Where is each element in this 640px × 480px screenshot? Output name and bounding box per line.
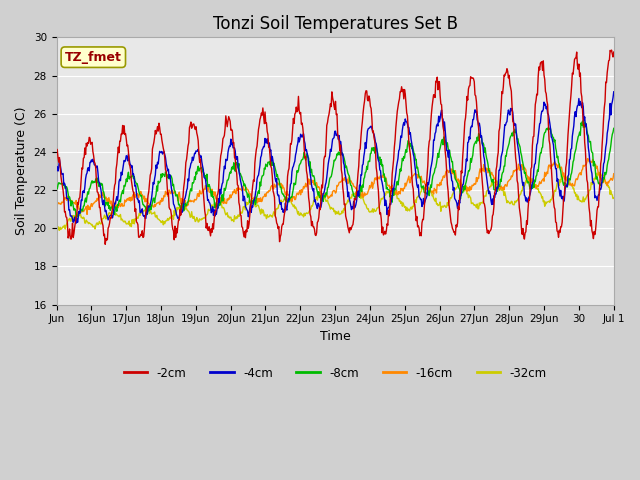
Title: Tonzi Soil Temperatures Set B: Tonzi Soil Temperatures Set B: [212, 15, 458, 33]
Legend: -2cm, -4cm, -8cm, -16cm, -32cm: -2cm, -4cm, -8cm, -16cm, -32cm: [119, 362, 552, 384]
X-axis label: Time: Time: [320, 330, 351, 343]
Y-axis label: Soil Temperature (C): Soil Temperature (C): [15, 107, 28, 235]
Text: TZ_fmet: TZ_fmet: [65, 51, 122, 64]
